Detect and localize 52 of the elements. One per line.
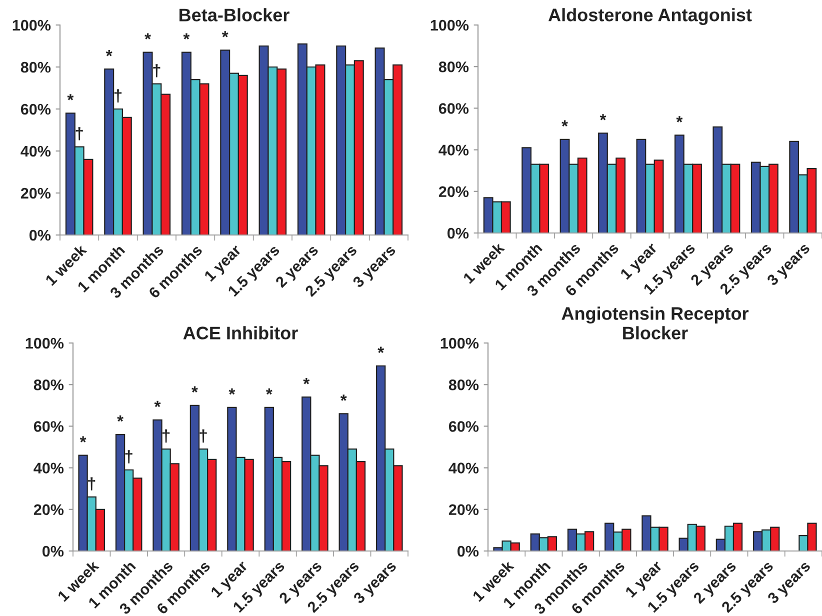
data-label: † [88,477,96,490]
y-tick-label: 20% [448,504,479,516]
y-tick-label: 20% [20,188,51,199]
data-label: † [200,429,207,443]
y-tick-label: 60% [438,103,469,114]
data-label: * [303,378,310,384]
data-label: * [378,346,384,353]
y-tick-label: 60% [448,421,479,432]
data-label: * [266,388,272,395]
y-tick-label: 60% [34,421,64,432]
chart-title: Beta-Blocker [180,8,290,22]
data-label: * [106,50,112,56]
y-tick-label: 80% [20,62,51,73]
chart-title: Angiotensin Receptor Blocker [562,306,749,340]
y-tick-label: 100% [12,20,51,31]
data-label: * [144,33,151,40]
y-tick-label: 100% [26,338,64,349]
y-tick-label: 100% [440,338,479,349]
data-label: * [600,114,606,120]
y-tick-label: 0% [457,546,479,557]
data-label: * [222,31,228,38]
data-label: † [125,450,132,464]
data-label: * [67,94,74,100]
data-label: † [162,429,170,443]
data-label: * [154,400,161,408]
y-tick-label: 60% [20,104,51,115]
data-label: * [562,120,568,127]
y-tick-label: 0% [29,230,51,241]
y-tick-label: 40% [438,144,469,156]
data-label: † [114,89,122,102]
y-tick-label: 0% [42,546,64,557]
data-label: * [183,33,190,40]
y-tick-label: 0% [447,228,469,239]
y-tick-label: 20% [438,186,469,198]
data-label: * [676,116,683,122]
data-label: † [76,127,83,140]
data-label: * [117,415,124,422]
y-tick-label: 40% [34,462,64,474]
chart-title: Aldosterone Antagonist [548,8,752,25]
y-tick-label: 40% [20,146,51,157]
data-label: * [340,394,347,401]
y-tick-label: 80% [438,61,469,72]
chart-title: ACE Inhibitor [183,326,298,340]
data-label: * [80,436,86,442]
y-tick-label: 20% [34,504,64,516]
y-tick-label: 100% [430,20,469,31]
data-label: * [228,388,236,395]
y-tick-label: 80% [34,379,64,390]
data-label: * [192,386,198,393]
data-label: † [153,64,160,78]
y-tick-label: 80% [448,379,479,390]
y-tick-label: 40% [448,462,479,474]
